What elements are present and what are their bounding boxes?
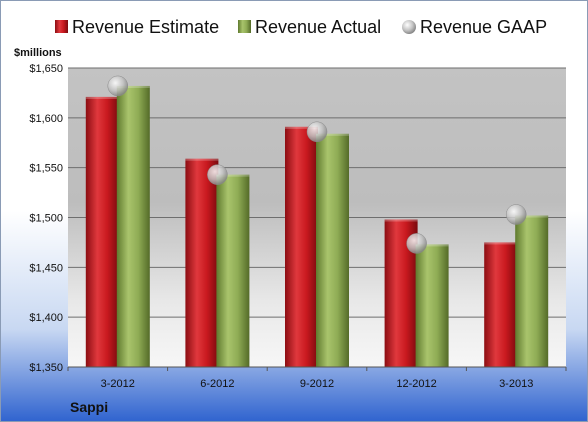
x-tick-label: 3-2012 xyxy=(101,378,135,390)
bar-revenue-actual-cap xyxy=(415,244,449,247)
y-tick-label: $1,500 xyxy=(29,213,63,225)
y-tick-label: $1,400 xyxy=(29,312,63,324)
bar-revenue-actual-cap xyxy=(316,133,349,136)
bar-revenue-actual-cap xyxy=(515,215,549,218)
y-tick-label: $1,650 xyxy=(29,63,63,75)
legend-swatch-actual xyxy=(238,20,251,33)
marker-revenue-gaap xyxy=(306,121,328,143)
bar-revenue-actual-cap xyxy=(116,85,150,88)
bar-revenue-estimate-cap xyxy=(185,158,219,161)
x-tick-label: 6-2012 xyxy=(200,378,234,390)
legend-marker-gaap xyxy=(402,20,416,34)
bar-revenue-estimate xyxy=(484,242,518,367)
company-name: Sappi xyxy=(70,399,108,415)
marker-revenue-gaap xyxy=(207,164,228,185)
bar-revenue-estimate xyxy=(285,126,318,367)
y-tick-label: $1,350 xyxy=(29,362,63,374)
marker-revenue-gaap xyxy=(107,75,129,97)
x-tick-label: 12-2012 xyxy=(396,378,436,390)
bar-revenue-estimate-cap xyxy=(285,126,318,129)
x-tick-label: 3-2013 xyxy=(499,378,533,390)
y-axis-ticks: $1,350 $1,400 $1,450 $1,500 $1,550 $1,600 $1,6… xyxy=(29,63,63,374)
marker-revenue-gaap xyxy=(505,204,527,225)
y-tick-label: $1,600 xyxy=(29,113,63,125)
y-axis-unit-label: $millions xyxy=(14,47,62,59)
bar-revenue-actual xyxy=(316,133,349,367)
y-tick-label: $1,450 xyxy=(29,262,63,274)
bar-revenue-actual xyxy=(515,215,549,367)
marker-revenue-gaap xyxy=(406,233,427,254)
bars xyxy=(85,85,549,368)
bar-revenue-estimate-cap xyxy=(85,96,119,99)
bar-revenue-actual xyxy=(216,174,250,367)
x-axis-ticks: 3-2012 6-2012 9-2012 12-2012 3-2013 xyxy=(67,367,567,390)
legend: Revenue Estimate Revenue Actual Revenue … xyxy=(55,17,547,37)
bar-revenue-estimate xyxy=(85,96,119,368)
bar-revenue-actual-cap xyxy=(216,174,250,177)
legend-swatch-estimate xyxy=(55,20,68,33)
y-tick-label: $1,550 xyxy=(29,163,63,175)
bar-revenue-actual xyxy=(415,244,449,367)
bar-revenue-actual xyxy=(116,85,150,367)
x-tick-label: 9-2012 xyxy=(300,378,334,390)
bar-revenue-estimate-cap xyxy=(384,219,418,222)
legend-label-actual: Revenue Actual xyxy=(255,17,381,37)
bar-revenue-estimate-cap xyxy=(484,242,518,245)
legend-label-estimate: Revenue Estimate xyxy=(72,17,219,37)
bar-revenue-estimate xyxy=(185,158,219,367)
legend-label-gaap: Revenue GAAP xyxy=(420,17,547,37)
gaap-markers xyxy=(107,75,527,254)
